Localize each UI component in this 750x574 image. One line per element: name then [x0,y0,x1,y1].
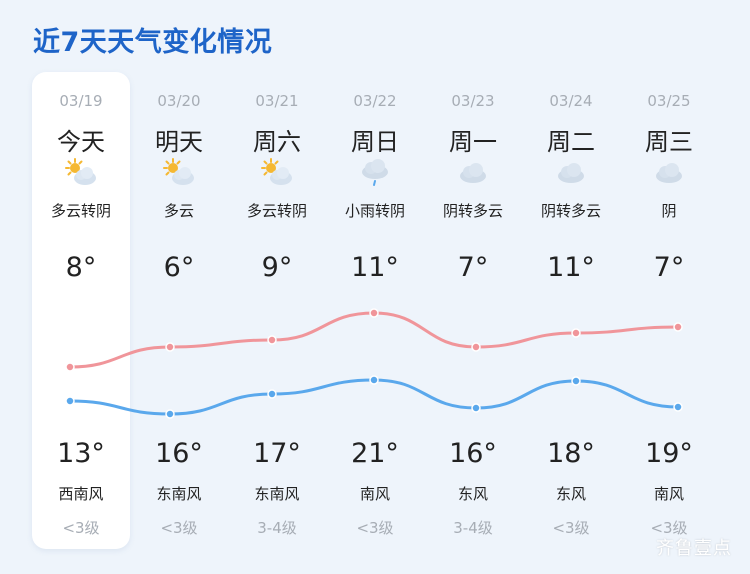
day-label: 周三 [645,128,693,156]
wind-level: <3级 [650,519,688,537]
day-date: 03/23 [451,92,495,110]
wind-direction: 东南风 [254,485,300,503]
cloudy-icon [652,157,686,187]
lower-temperature: 16° [449,438,497,469]
lower-temperature: 21° [351,438,399,469]
weather-condition: 多云 [163,202,194,220]
weather-condition: 多云转阴 [246,202,307,220]
partly-cloudy-icon [260,157,294,187]
weather-condition: 阴转多云 [540,202,601,220]
partly-cloudy-icon [162,157,196,187]
day-date: 03/24 [549,92,593,110]
page-title: 近7天天气变化情况 [33,27,273,58]
wind-direction: 南风 [359,485,390,503]
lower-temperature: 18° [547,438,595,469]
lower-temperature: 17° [253,438,301,469]
today-highlight-card [32,72,130,549]
upper-temperature: 9° [261,252,293,283]
day-column-7: 03/25 周三阴 7° 19° 南风 <3级 [620,72,718,549]
weather-condition: 阴 [661,202,677,220]
day-column-2: 03/20 明天多云 6° 16° 东南风 <3级 [130,72,228,549]
light-rain-icon [358,157,392,187]
wind-level: 3-4级 [453,519,493,537]
weather-condition: 多云转阴 [50,202,111,220]
weather-condition: 小雨转阴 [344,202,405,220]
day-label: 明天 [155,128,203,156]
upper-temperature: 8° [65,252,97,283]
day-label: 周二 [547,128,595,156]
partly-cloudy-icon [64,157,98,187]
wind-direction: 西南风 [58,485,104,503]
wind-level: <3级 [160,519,198,537]
wind-level: <3级 [356,519,394,537]
wind-direction: 南风 [653,485,684,503]
weather-condition: 阴转多云 [442,202,503,220]
wind-direction: 东风 [555,485,586,503]
lower-temperature: 19° [645,438,693,469]
day-column-6: 03/24 周二阴转多云 11° 18° 东风 <3级 [522,72,620,549]
day-label: 周一 [449,128,497,156]
day-label: 周六 [253,128,301,156]
day-date: 03/20 [157,92,201,110]
upper-temperature: 7° [653,252,685,283]
day-label: 今天 [57,128,105,156]
day-date: 03/21 [255,92,299,110]
lower-temperature: 13° [57,438,105,469]
day-column-5: 03/23 周一阴转多云 7° 16° 东风 3-4级 [424,72,522,549]
lower-temperature: 16° [155,438,203,469]
wind-level: 3-4级 [257,519,297,537]
cloudy-icon [456,157,490,187]
day-date: 03/25 [647,92,691,110]
day-date: 03/22 [353,92,397,110]
wind-direction: 东风 [457,485,488,503]
day-date: 03/19 [59,92,103,110]
upper-temperature: 11° [547,252,595,283]
watermark: 齐鲁壹点 [656,538,732,559]
wind-direction: 东南风 [156,485,202,503]
day-column-4: 03/22 周日小雨转阴 11° 21° 南风 <3级 [326,72,424,549]
upper-temperature: 6° [163,252,195,283]
upper-temperature: 7° [457,252,489,283]
day-column-1: 03/19 今天多云转阴 8° 13° 西南风 <3级 [32,72,130,549]
upper-temperature: 11° [351,252,399,283]
wind-level: <3级 [552,519,590,537]
day-label: 周日 [351,128,399,156]
cloudy-icon [554,157,588,187]
day-column-3: 03/21 周六多云转阴 9° 17° 东南风 3-4级 [228,72,326,549]
wind-level: <3级 [62,519,100,537]
